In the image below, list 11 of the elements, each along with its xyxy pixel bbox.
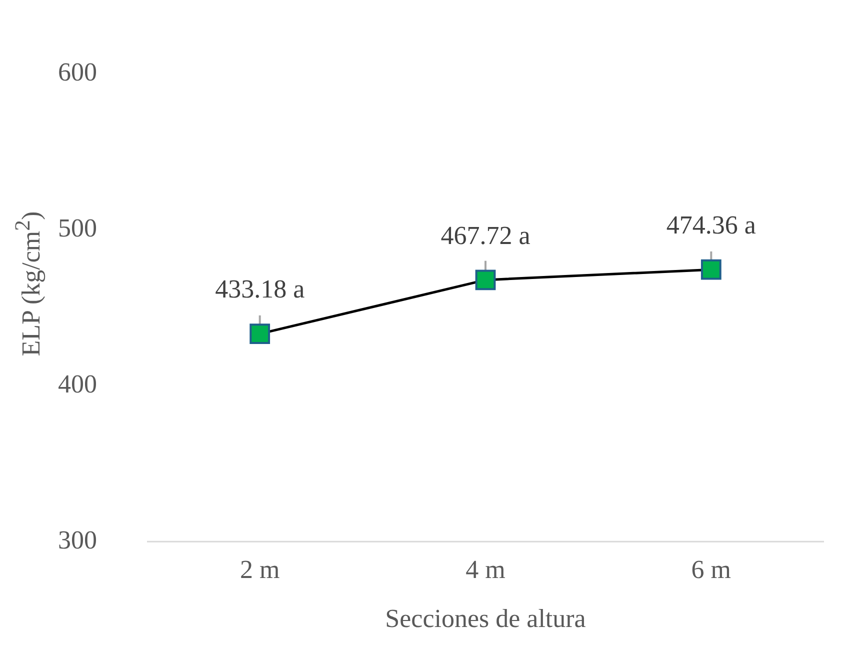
x-tick-label: 2 m (240, 555, 280, 584)
data-label: 474.36 a (666, 210, 756, 240)
y-tick-label: 600 (58, 57, 97, 86)
data-label: 467.72 a (440, 220, 531, 250)
x-tick-label: 6 m (691, 555, 732, 584)
data-label: 433.18 a (215, 274, 306, 304)
y-tick-label: 400 (58, 369, 97, 398)
x-tick-label: 4 m (466, 555, 506, 584)
y-tick-label: 300 (58, 525, 97, 554)
x-axis-title: Secciones de altura (385, 604, 586, 634)
y-tick-label: 500 (58, 213, 97, 242)
